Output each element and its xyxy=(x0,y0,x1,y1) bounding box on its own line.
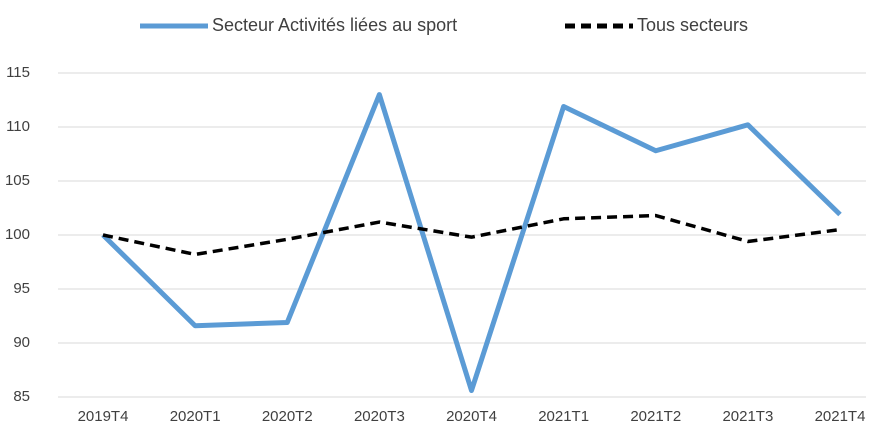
line-series xyxy=(102,213,841,257)
x-tick-label: 2021T4 xyxy=(815,408,866,425)
y-tick-label: 115 xyxy=(6,64,30,81)
y-tick-label: 100 xyxy=(5,226,30,243)
line-series xyxy=(101,92,842,394)
y-tick-label: 85 xyxy=(13,388,30,405)
x-tick-label: 2021T1 xyxy=(538,408,589,425)
y-tick-label: 110 xyxy=(6,118,30,135)
y-tick-label: 105 xyxy=(5,172,30,189)
x-tick-label: 2020T3 xyxy=(354,408,405,425)
x-tick-label: 2019T4 xyxy=(78,408,129,425)
x-tick-label: 2021T2 xyxy=(630,408,681,425)
x-tick-label: 2020T2 xyxy=(262,408,313,425)
x-tick-label: 2020T4 xyxy=(446,408,497,425)
x-tick-label: 2021T3 xyxy=(722,408,773,425)
y-tick-label: 95 xyxy=(13,280,30,297)
legend-label: Tous secteurs xyxy=(637,15,748,35)
x-tick-label: 2020T1 xyxy=(170,408,221,425)
legend-label: Secteur Activités liées au sport xyxy=(212,15,457,35)
y-tick-label: 90 xyxy=(13,334,30,351)
